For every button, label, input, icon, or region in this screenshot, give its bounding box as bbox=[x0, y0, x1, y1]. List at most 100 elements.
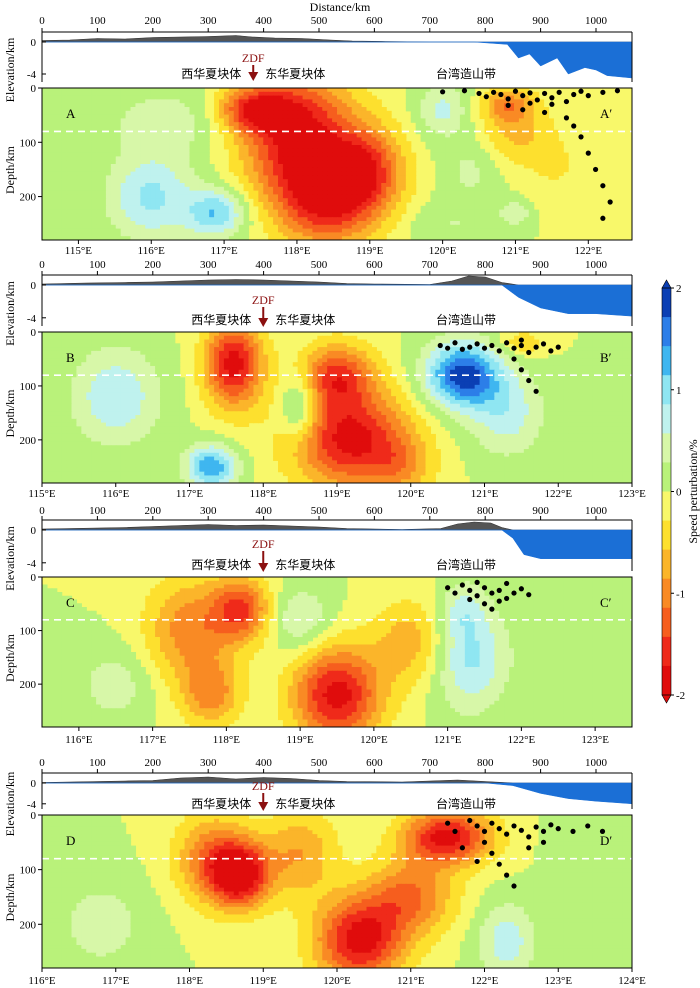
velocity-cell bbox=[189, 236, 196, 240]
velocity-cell bbox=[518, 217, 525, 222]
velocity-cell bbox=[573, 362, 579, 367]
velocity-cell bbox=[169, 194, 176, 199]
velocity-cell bbox=[494, 221, 500, 226]
velocity-cell bbox=[278, 133, 284, 138]
velocity-cell bbox=[450, 350, 456, 356]
velocity-cell bbox=[96, 114, 102, 119]
velocity-cell bbox=[396, 164, 402, 169]
velocity-cell bbox=[145, 202, 151, 207]
zdf-label: ZDF bbox=[252, 293, 275, 307]
velocity-cell bbox=[71, 347, 78, 352]
velocity-cell bbox=[169, 228, 176, 233]
velocity-cell bbox=[189, 160, 196, 165]
velocity-cell bbox=[489, 167, 495, 173]
earthquake-dot bbox=[563, 115, 570, 121]
velocity-cell bbox=[96, 110, 102, 116]
velocity-cell bbox=[223, 190, 230, 195]
velocity-cell bbox=[435, 202, 441, 207]
velocity-cell bbox=[587, 369, 594, 375]
velocity-cell bbox=[464, 335, 471, 341]
velocity-cell bbox=[381, 369, 387, 375]
velocity-cell bbox=[71, 373, 78, 378]
velocity-cell bbox=[420, 213, 427, 218]
velocity-cell bbox=[76, 126, 82, 131]
velocity-cell bbox=[51, 171, 58, 176]
velocity-cell bbox=[120, 194, 127, 199]
velocity-cell bbox=[376, 190, 382, 195]
velocity-cell bbox=[115, 160, 122, 165]
velocity-cell bbox=[337, 156, 343, 161]
velocity-cell bbox=[164, 213, 171, 218]
velocity-cell bbox=[268, 145, 274, 150]
velocity-cell bbox=[356, 95, 363, 100]
velocity-cell bbox=[415, 118, 422, 123]
velocity-cell bbox=[199, 145, 205, 150]
velocity-cell bbox=[169, 354, 176, 360]
velocity-cell bbox=[327, 190, 333, 195]
velocity-cell bbox=[56, 339, 63, 344]
velocity-cell bbox=[346, 194, 353, 199]
velocity-cell bbox=[341, 103, 348, 108]
velocity-cell bbox=[140, 160, 146, 165]
velocity-cell bbox=[376, 167, 382, 173]
velocity-cell bbox=[523, 343, 530, 348]
velocity-cell bbox=[346, 228, 353, 233]
velocity-cell bbox=[435, 232, 441, 237]
velocity-cell bbox=[602, 339, 609, 344]
velocity-cell bbox=[130, 369, 137, 375]
velocity-cell bbox=[302, 133, 309, 138]
velocity-cell bbox=[366, 91, 373, 97]
velocity-cell bbox=[332, 145, 338, 150]
velocity-cell bbox=[509, 118, 515, 123]
velocity-cell bbox=[51, 198, 58, 203]
velocity-cell bbox=[214, 190, 220, 195]
velocity-cell bbox=[489, 365, 495, 371]
velocity-cell bbox=[479, 365, 486, 371]
velocity-cell bbox=[415, 350, 422, 356]
velocity-cell bbox=[415, 362, 422, 367]
velocity-cell bbox=[297, 95, 304, 100]
velocity-cell bbox=[115, 186, 122, 192]
velocity-cell bbox=[302, 190, 309, 195]
velocity-cell bbox=[61, 148, 68, 154]
velocity-cell bbox=[420, 224, 427, 230]
velocity-cell bbox=[278, 95, 284, 100]
velocity-cell bbox=[455, 171, 461, 176]
velocity-cell bbox=[332, 103, 338, 108]
velocity-cell bbox=[253, 122, 259, 127]
velocity-cell bbox=[61, 186, 68, 192]
velocity-cell bbox=[258, 186, 264, 192]
velocity-cell bbox=[105, 133, 112, 138]
velocity-cell bbox=[459, 167, 466, 173]
velocity-cell bbox=[356, 221, 363, 226]
velocity-cell bbox=[282, 217, 289, 222]
longitude-tick-label: 118°E bbox=[283, 245, 310, 257]
velocity-cell bbox=[627, 339, 632, 344]
velocity-cell bbox=[543, 156, 550, 161]
velocity-cell bbox=[278, 213, 284, 218]
velocity-cell bbox=[533, 362, 540, 367]
velocity-cell bbox=[538, 107, 545, 112]
velocity-cell bbox=[410, 95, 417, 100]
velocity-cell bbox=[282, 122, 289, 127]
velocity-cell bbox=[327, 350, 333, 356]
velocity-cell bbox=[337, 118, 343, 123]
velocity-cell bbox=[543, 137, 550, 142]
orogen-label: 台湾造山带 bbox=[436, 66, 496, 81]
velocity-cell bbox=[499, 362, 505, 367]
velocity-cell bbox=[253, 350, 259, 356]
velocity-cell bbox=[81, 358, 87, 363]
velocity-cell bbox=[440, 354, 446, 360]
velocity-cell bbox=[450, 236, 456, 240]
velocity-cell bbox=[164, 198, 171, 203]
velocity-cell bbox=[405, 145, 412, 150]
velocity-cell bbox=[302, 232, 309, 237]
velocity-cell bbox=[543, 152, 550, 157]
velocity-cell bbox=[332, 133, 338, 138]
velocity-cell bbox=[548, 354, 554, 360]
velocity-cell bbox=[543, 358, 550, 363]
velocity-cell bbox=[287, 167, 294, 173]
velocity-cell bbox=[169, 122, 176, 127]
velocity-cell bbox=[440, 194, 446, 199]
velocity-cell bbox=[135, 209, 141, 214]
